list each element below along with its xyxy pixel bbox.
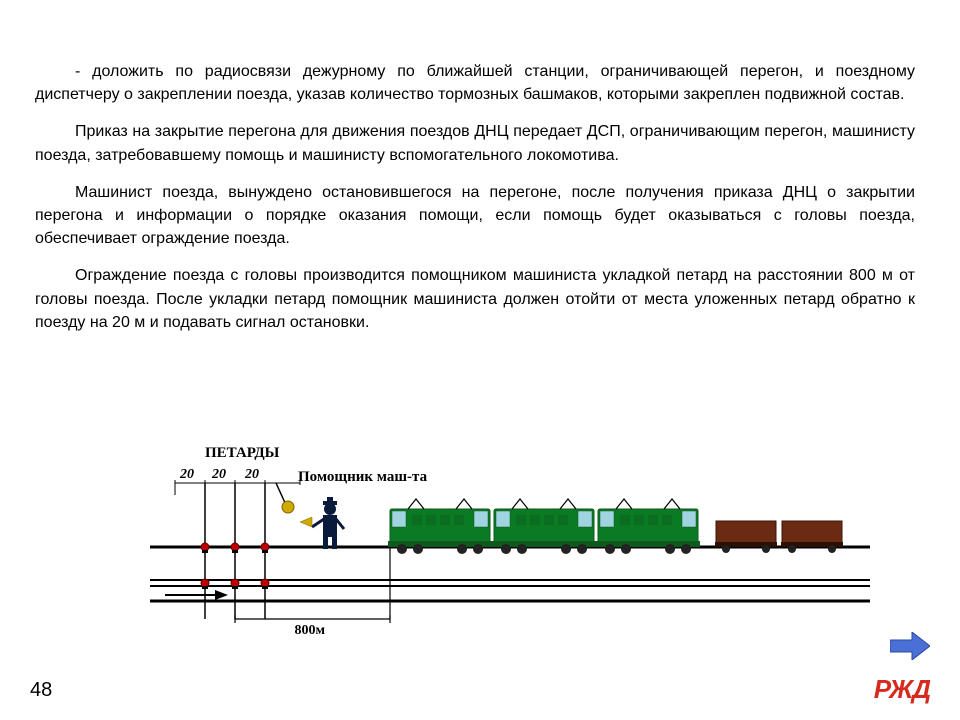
svg-text:ПЕТАРДЫ: ПЕТАРДЫ (205, 445, 280, 461)
svg-text:Помощник маш-та: Помощник маш-та (298, 469, 428, 485)
page-number: 48 (30, 679, 52, 702)
svg-text:20: 20 (244, 467, 259, 482)
train-diagram: 20 20 20 800м ПЕТАРДЫ Помощник маш-та (150, 445, 870, 645)
paragraph-4: Ограждение поезда с головы производится … (35, 264, 915, 334)
next-arrow-icon[interactable] (890, 632, 930, 665)
svg-text:20: 20 (179, 467, 194, 482)
svg-text:20: 20 (211, 467, 226, 482)
rzd-logo: РЖД (874, 674, 930, 705)
svg-text:800м: 800м (295, 623, 326, 638)
paragraph-3: Машинист поезда, вынуждено остановившего… (35, 181, 915, 251)
paragraph-2: Приказ на закрытие перегона для движения… (35, 120, 915, 166)
paragraph-1: - доложить по радиосвязи дежурному по бл… (35, 60, 915, 106)
